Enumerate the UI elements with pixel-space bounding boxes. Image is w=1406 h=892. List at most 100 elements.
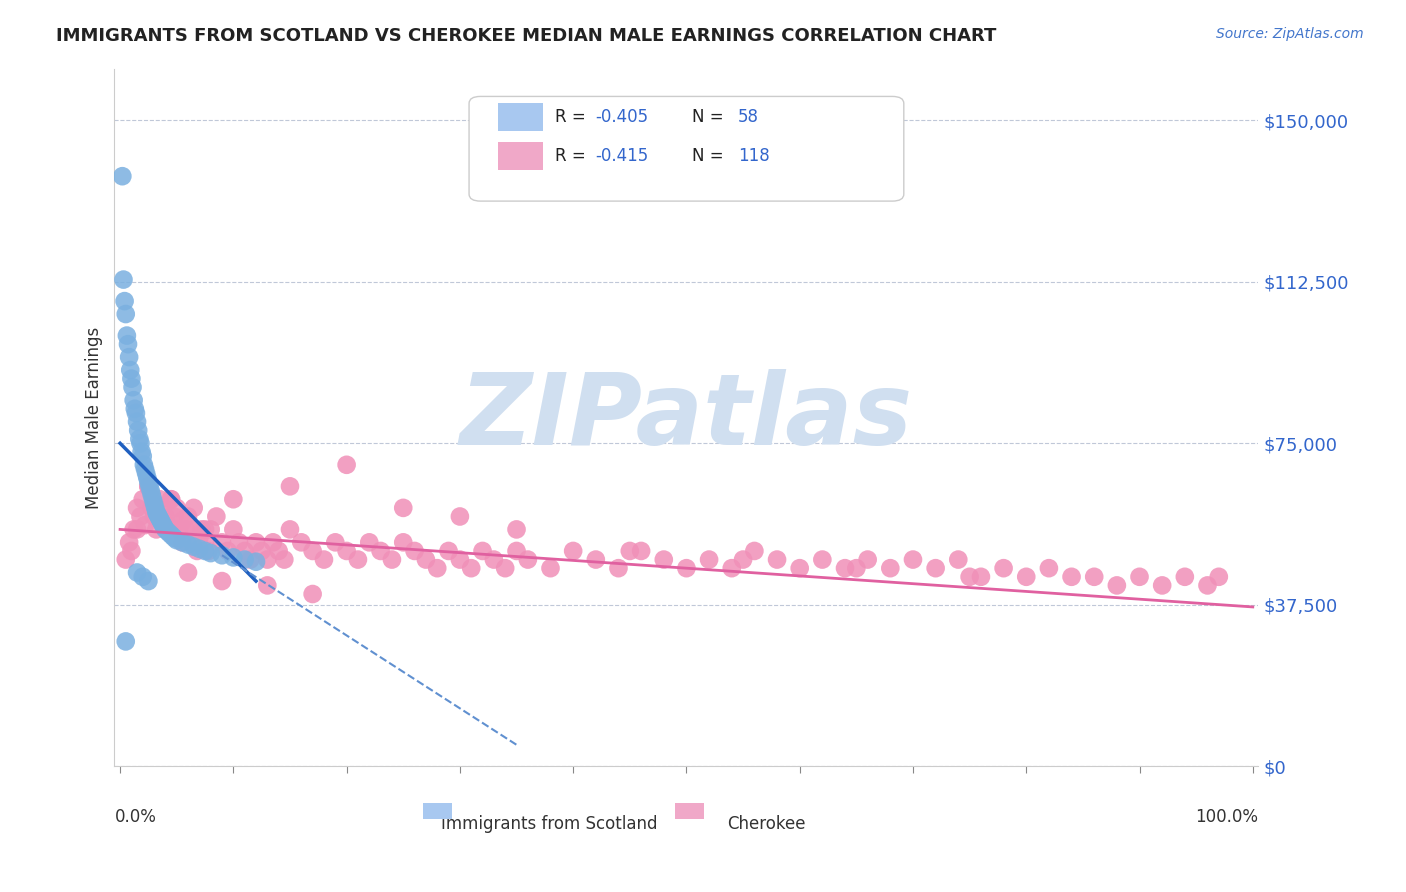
Cherokee [125,500,148,515]
Cherokee [1038,561,1060,575]
Bar [675,804,703,819]
Cherokee [186,544,208,558]
Bar [498,142,544,169]
Immigrants from Scotland [149,514,172,528]
Cherokee [143,509,166,524]
Immigrants from Scotland [211,548,233,562]
Cherokee [160,492,183,507]
Cherokee [505,523,527,537]
Cherokee [166,500,188,515]
Immigrants from Scotland [172,535,194,549]
Cherokee [347,552,370,566]
Immigrants from Scotland [138,574,160,588]
Cherokee [505,544,527,558]
Cherokee [145,523,167,537]
Text: R =: R = [555,108,591,127]
Immigrants from Scotland [159,526,181,541]
Cherokee [585,552,607,566]
Cherokee [179,535,201,549]
Immigrants from Scotland [134,462,156,476]
Cherokee [194,535,217,549]
Cherokee [152,500,174,515]
Cherokee [970,570,993,584]
Cherokee [540,561,562,575]
Cherokee [122,523,145,537]
Immigrants from Scotland [145,505,167,519]
Cherokee [262,535,284,549]
Immigrants from Scotland [111,169,134,184]
Cherokee [194,523,217,537]
Cherokee [993,561,1015,575]
Immigrants from Scotland [163,531,186,545]
Cherokee [278,479,301,493]
Cherokee [845,561,868,575]
Immigrants from Scotland [166,533,188,548]
Cherokee [149,492,172,507]
Cherokee [118,535,141,549]
Cherokee [256,552,278,566]
Cherokee [149,509,172,524]
Immigrants from Scotland [183,540,205,554]
Cherokee [1060,570,1083,584]
Cherokee [879,561,901,575]
Cherokee [1152,578,1174,592]
Cherokee [675,561,697,575]
Text: 0.0%: 0.0% [114,808,156,826]
Cherokee [256,578,278,592]
Cherokee [720,561,742,575]
Immigrants from Scotland [222,550,245,565]
Immigrants from Scotland [115,328,138,343]
Cherokee [188,531,211,545]
Immigrants from Scotland [125,566,148,580]
Immigrants from Scotland [194,544,217,558]
Immigrants from Scotland [138,475,160,489]
Cherokee [197,544,219,558]
Cherokee [359,535,381,549]
Immigrants from Scotland [143,497,166,511]
Immigrants from Scotland [177,537,200,551]
Cherokee [267,544,290,558]
Immigrants from Scotland [132,449,155,463]
Cherokee [415,552,437,566]
Immigrants from Scotland [114,294,136,309]
Text: N =: N = [692,147,730,165]
Cherokee [336,544,359,558]
Immigrants from Scotland [132,458,155,472]
Cherokee [183,523,205,537]
Immigrants from Scotland [129,436,152,450]
Cherokee [959,570,981,584]
Cherokee [160,492,183,507]
Immigrants from Scotland [120,363,142,377]
Immigrants from Scotland [138,479,160,493]
Cherokee [125,523,148,537]
Immigrants from Scotland [121,380,143,394]
Immigrants from Scotland [117,337,139,351]
Cherokee [426,561,449,575]
Immigrants from Scotland [155,523,177,537]
Cherokee [392,500,415,515]
Cherokee [392,535,415,549]
Cherokee [516,552,538,566]
Text: -0.405: -0.405 [595,108,648,127]
Cherokee [381,552,404,566]
Text: N =: N = [692,108,730,127]
Cherokee [630,544,652,558]
Cherokee [437,544,460,558]
Immigrants from Scotland [156,524,179,539]
Cherokee [460,561,482,575]
Cherokee [132,492,155,507]
Cherokee [856,552,879,566]
Cherokee [222,523,245,537]
Immigrants from Scotland [118,350,141,364]
Text: 100.0%: 100.0% [1195,808,1258,826]
Cherokee [924,561,946,575]
Cherokee [301,587,323,601]
Cherokee [449,552,471,566]
Cherokee [834,561,856,575]
Cherokee [134,518,156,533]
Cherokee [200,523,222,537]
Cherokee [370,544,392,558]
Immigrants from Scotland [125,415,148,429]
Y-axis label: Median Male Earnings: Median Male Earnings [86,326,103,508]
Cherokee [211,535,233,549]
